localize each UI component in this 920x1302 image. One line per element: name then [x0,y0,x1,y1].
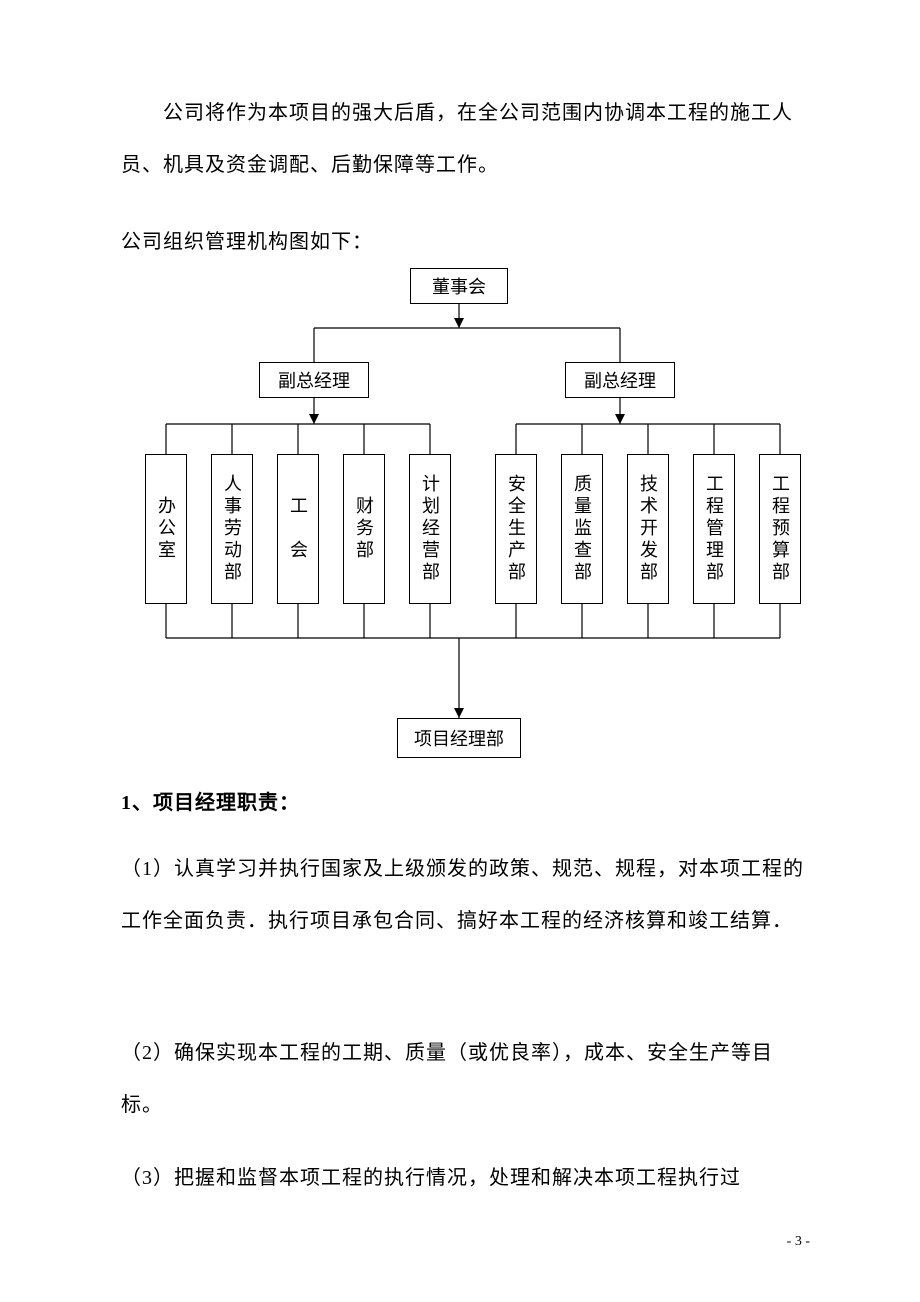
node-dept-eng-mgmt: 工程管理部 [693,454,735,604]
paragraph-chart-lead: 公司组织管理机构图如下： [121,216,813,268]
paragraph-intro: 公司将作为本项目的强大后盾，在全公司范围内协调本工程的施工人员、机具及资金调配、… [121,87,813,191]
node-dept-union: 工 会 [277,454,319,604]
paragraph-resp-1: （1）认真学习并执行国家及上级颁发的政策、规范、规程，对本项工程的工作全面负责．… [121,843,813,947]
node-vp-right: 副总经理 [565,362,675,398]
node-dept-tech: 技术开发部 [627,454,669,604]
node-board: 董事会 [410,268,508,304]
paragraph-resp-2: （2）确保实现本工程的工期、质量（或优良率），成本、安全生产等目标。 [121,1027,813,1131]
node-vp-left: 副总经理 [259,362,369,398]
paragraph-resp-3: （3）把握和监督本项工程的执行情况，处理和解决本项工程执行过 [121,1152,813,1204]
node-dept-planning: 计划经营部 [409,454,451,604]
heading-responsibilities: 1、项目经理职责： [121,786,300,815]
org-chart: 董事会 副总经理 副总经理 办公室 人事劳动部 工 会 财务部 计划经营部 安全… [125,268,825,758]
node-dept-eng-budget: 工程预算部 [759,454,801,604]
node-dept-finance: 财务部 [343,454,385,604]
node-dept-quality: 质量监查部 [561,454,603,604]
node-project-manager: 项目经理部 [397,718,521,758]
node-dept-hr: 人事劳动部 [211,454,253,604]
node-dept-safety: 安全生产部 [495,454,537,604]
page-number: - 3 - [787,1234,810,1250]
node-dept-office: 办公室 [145,454,187,604]
